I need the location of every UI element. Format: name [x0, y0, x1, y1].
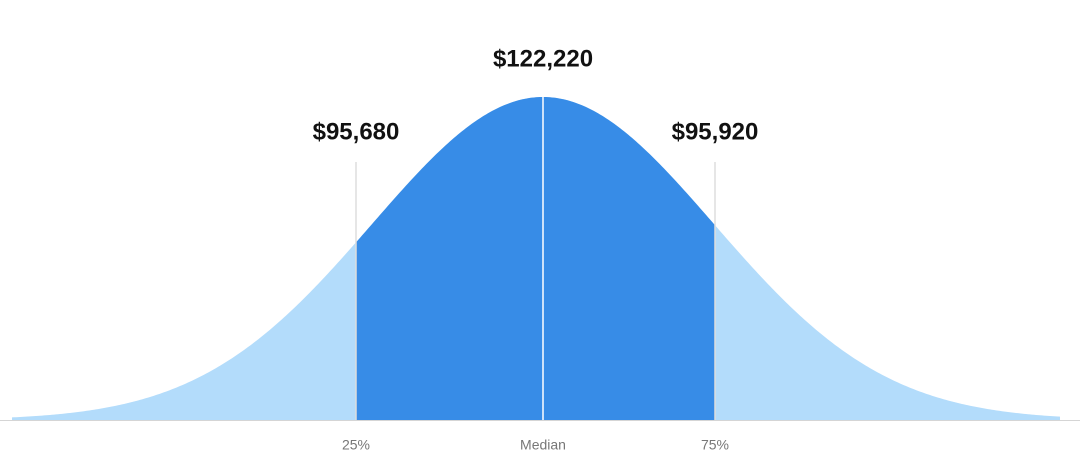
inner-area	[356, 97, 715, 420]
value-label: $95,920	[672, 118, 759, 145]
category-label: 25%	[342, 437, 370, 453]
value-label: $122,220	[493, 45, 593, 72]
category-label: Median	[520, 437, 566, 453]
category-label: 75%	[701, 437, 729, 453]
value-label: $95,680	[313, 118, 400, 145]
